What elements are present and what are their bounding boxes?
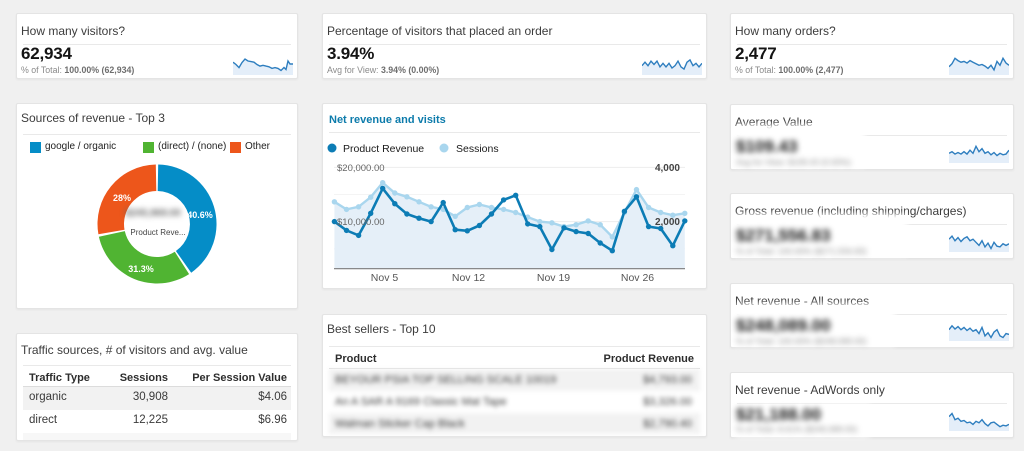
svg-text:Nov 19: Nov 19 <box>537 272 570 284</box>
svg-text:Product Revenue: Product Revenue <box>343 143 424 155</box>
svg-text:2,000: 2,000 <box>655 217 680 228</box>
svg-text:31.3%: 31.3% <box>128 264 154 274</box>
svg-text:4,000: 4,000 <box>655 163 680 174</box>
svg-text:Nov 12: Nov 12 <box>452 272 485 284</box>
svg-text:Nov 26: Nov 26 <box>621 272 654 284</box>
svg-text:Sessions: Sessions <box>456 143 499 155</box>
svg-text:Nov 5: Nov 5 <box>371 272 399 284</box>
svg-text:$20,000.00: $20,000.00 <box>337 163 385 174</box>
svg-text:28%: 28% <box>113 193 131 203</box>
svg-text:40.6%: 40.6% <box>187 210 213 220</box>
svg-text:$10,000.00: $10,000.00 <box>337 217 385 228</box>
